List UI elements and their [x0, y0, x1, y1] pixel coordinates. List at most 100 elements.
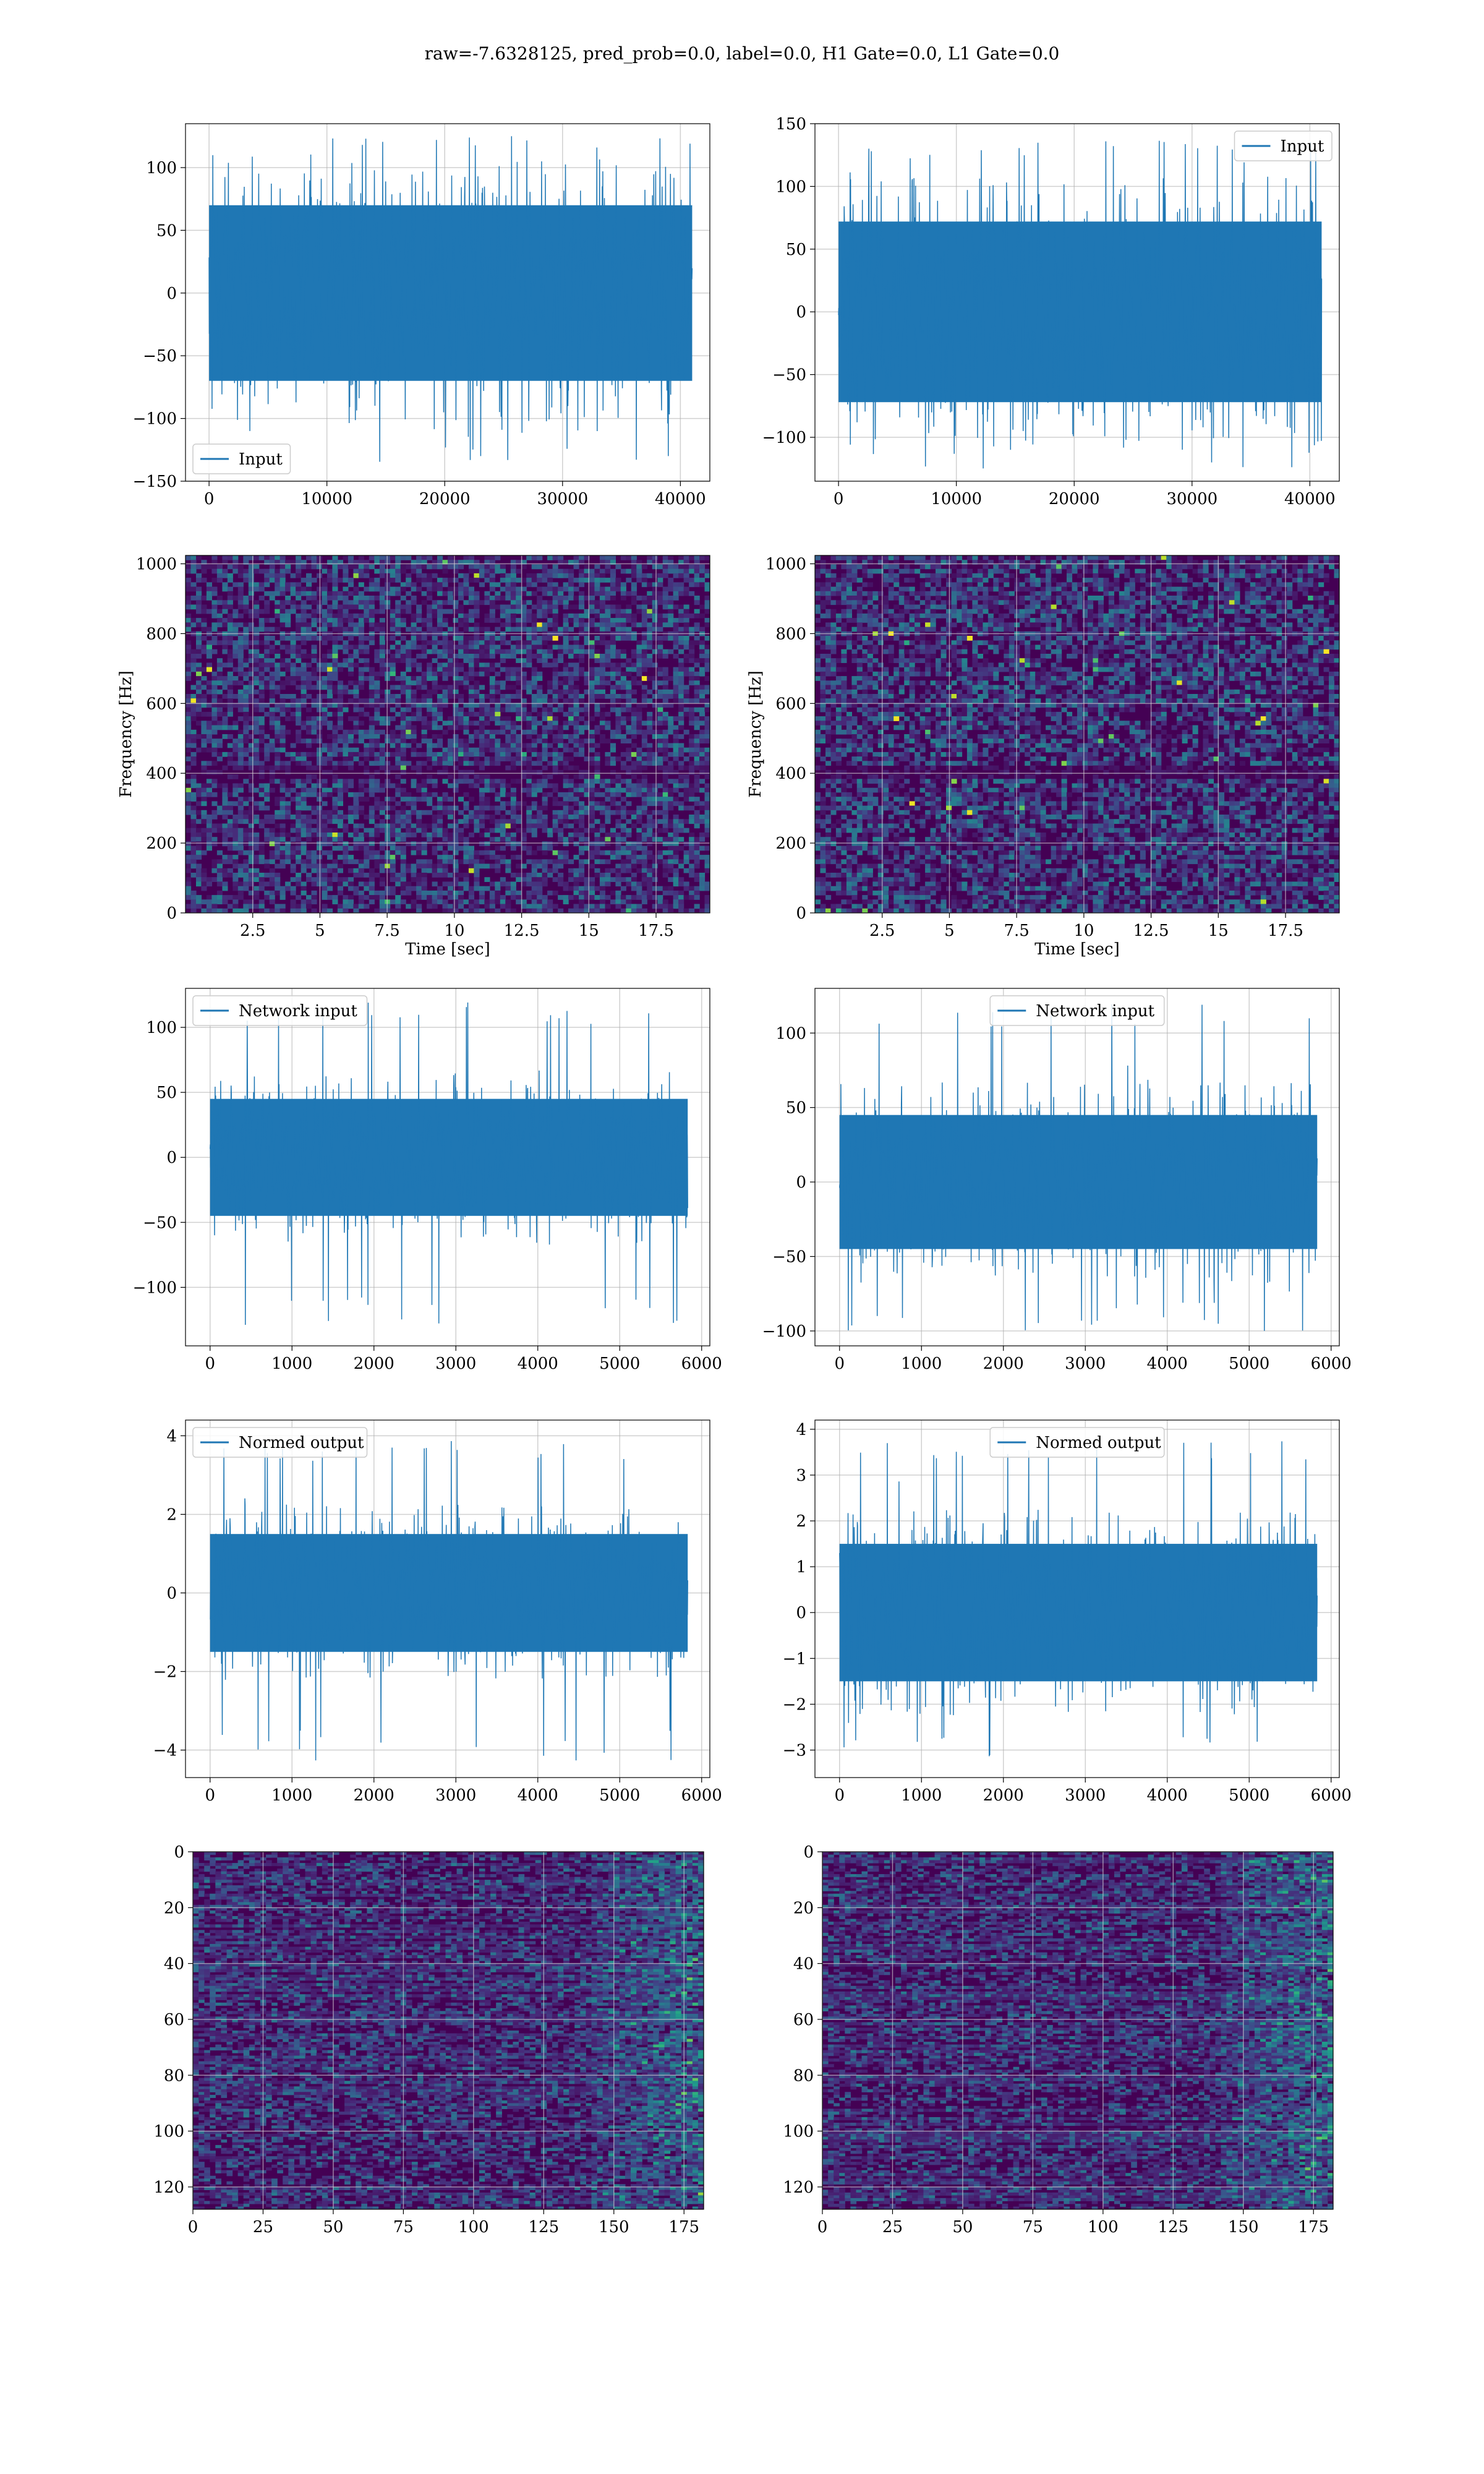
- left-feature-map-ytick-label: 80: [164, 2066, 184, 2085]
- left-network-input-xtick-label: 4000: [518, 1355, 558, 1373]
- left-normed-output-xtick-label: 1000: [271, 1786, 312, 1805]
- right-spectrogram-ylabel: Frequency [Hz]: [746, 670, 765, 798]
- right-network-input-xtick-label: 1000: [901, 1355, 942, 1373]
- right-spectrogram-frame: [814, 555, 1340, 914]
- right-normed-output-series-line: [839, 1441, 1318, 1757]
- left-network-input-legend: Network input: [192, 995, 368, 1026]
- right-normed-output-ytick-label: 3: [796, 1466, 806, 1485]
- left-feature-map-ytick-label: 100: [153, 2123, 184, 2141]
- right-spectrogram-xtick-label: 17.5: [1268, 922, 1303, 940]
- right-normed-output-panel: 0 1000 2000 3000 4000 5000 6000 −3 −2 −1 0 1 2 3 4 Norm…: [783, 1419, 1352, 1805]
- left-network-input-legend-label: Network input: [239, 1002, 357, 1021]
- right-normed-output-legend: Normed output: [989, 1427, 1165, 1458]
- right-spectrogram-cells: [815, 555, 1339, 913]
- right-input-ytick-label: 150: [775, 115, 806, 134]
- right-network-input-frame: [814, 988, 1340, 1346]
- figure-title: raw=-7.6328125, pred_prob=0.0, label=0.0…: [0, 43, 1484, 64]
- right-spectrogram-ytick-label: 200: [775, 834, 806, 853]
- right-feature-map-cells: [822, 1852, 1333, 2209]
- left-network-input-ytick-label: 50: [156, 1084, 177, 1102]
- left-input-ytick-label: −100: [133, 410, 177, 429]
- right-network-input-legend-label: Network input: [1036, 1002, 1154, 1021]
- left-input-series-line: [208, 136, 693, 462]
- left-spectrogram-xlabel: Time [sec]: [405, 940, 490, 959]
- right-input-legend-box: [1234, 131, 1333, 161]
- left-normed-output-xtick-label: 3000: [435, 1786, 476, 1805]
- left-feature-map-xtick-label: 25: [253, 2218, 273, 2236]
- right-normed-output-ytick-label: 0: [796, 1604, 806, 1622]
- left-feature-map-cells: [193, 1852, 704, 2209]
- right-network-input-ytick-label: −50: [772, 1248, 806, 1267]
- left-spectrogram-xtick-label: 15: [579, 922, 599, 940]
- right-spectrogram-xtick-label: 5: [944, 922, 955, 940]
- right-normed-output-ytick-label: 2: [796, 1512, 806, 1531]
- left-spectrogram-xtick-label: 10: [444, 922, 464, 940]
- right-feature-map-ytick-label: 120: [783, 2178, 814, 2197]
- right-input-ytick-label: 50: [786, 241, 806, 259]
- right-network-input-xtick-label: 2000: [983, 1355, 1024, 1373]
- right-normed-output-xtick-label: 6000: [1311, 1786, 1352, 1805]
- right-feature-map-ytick-label: 40: [793, 1955, 814, 1974]
- left-spectrogram-ytick-label: 200: [146, 834, 177, 853]
- left-spectrogram-ytick-label: 1000: [136, 555, 177, 574]
- right-input-xtick-label: 20000: [1049, 490, 1100, 508]
- right-normed-output-ytick-label: −2: [783, 1695, 806, 1714]
- right-input-ytick-label: 100: [775, 178, 806, 196]
- left-feature-map-xtick-label: 50: [323, 2218, 343, 2236]
- left-network-input-xtick-label: 6000: [681, 1355, 722, 1373]
- right-spectrogram-xtick-label: 12.5: [1133, 922, 1169, 940]
- left-feature-map-ytick-label: 120: [153, 2178, 184, 2197]
- left-normed-output-xtick-label: 0: [205, 1786, 215, 1805]
- right-feature-map-xtick-label: 150: [1228, 2218, 1259, 2236]
- right-spectrogram-ytick-label: 400: [775, 764, 806, 783]
- right-normed-output-ytick-label: 4: [796, 1421, 806, 1439]
- right-feature-map-xtick-label: 100: [1088, 2218, 1119, 2236]
- left-input-xtick-label: 0: [204, 490, 215, 508]
- left-network-input-xtick-label: 3000: [435, 1355, 476, 1373]
- right-normed-output-xtick-label: 0: [834, 1786, 845, 1805]
- left-feature-map-ytick-label: 20: [164, 1899, 184, 1917]
- right-spectrogram-xtick-label: 10: [1073, 922, 1094, 940]
- left-feature-map-xtick-label: 175: [668, 2218, 699, 2236]
- left-normed-output-ytick-label: 4: [166, 1427, 177, 1445]
- left-normed-output-xtick-label: 4000: [518, 1786, 558, 1805]
- right-network-input-ytick-label: −100: [762, 1322, 806, 1341]
- right-normed-output-xtick-label: 5000: [1229, 1786, 1269, 1805]
- right-normed-output-legend-box: [989, 1427, 1165, 1458]
- right-spectrogram-ytick-label: 600: [775, 695, 806, 713]
- left-spectrogram-cells: [186, 555, 710, 913]
- right-feature-map-xtick-label: 50: [952, 2218, 973, 2236]
- left-network-input-panel: 0 1000 2000 3000 4000 5000 6000 −100 −50 0 50 100 Ne…: [133, 988, 722, 1373]
- right-input-legend-label: Input: [1281, 137, 1324, 156]
- left-feature-map-panel: 0 25 50 75 100 125 150 175 0 20 40 60 80 100 120: [153, 1843, 704, 2236]
- right-normed-output-xtick-label: 1000: [901, 1786, 942, 1805]
- left-input-xtick-label: 20000: [419, 490, 471, 508]
- left-input-xtick-label: 40000: [655, 490, 706, 508]
- right-feature-map-xtick-label: 175: [1298, 2218, 1329, 2236]
- left-normed-output-xtick-label: 6000: [681, 1786, 722, 1805]
- left-feature-map-xtick-label: 125: [528, 2218, 559, 2236]
- left-network-input-xtick-label: 0: [205, 1355, 215, 1373]
- left-input-frame: [185, 123, 710, 482]
- right-network-input-xtick-label: 0: [834, 1355, 845, 1373]
- right-normed-output-ytick-label: −3: [783, 1742, 806, 1760]
- right-input-panel: 0 10000 20000 30000 40000 −100 −50 0 50 100 150 Inp…: [762, 115, 1340, 508]
- left-feature-map-ytick-label: 60: [164, 2011, 184, 2029]
- left-feature-map-ytick-label: 0: [174, 1843, 184, 1862]
- left-input-legend: Input: [192, 443, 291, 474]
- left-spectrogram-xtick-label: 17.5: [638, 922, 674, 940]
- right-network-input-xtick-label: 4000: [1147, 1355, 1188, 1373]
- right-spectrogram-xtick-label: 15: [1208, 922, 1229, 940]
- left-network-input-series-line: [210, 1002, 688, 1325]
- left-input-ytick-label: −50: [143, 347, 177, 366]
- right-network-input-series-line: [839, 1004, 1318, 1331]
- left-spectrogram-ytick-label: 0: [166, 904, 177, 923]
- left-normed-output-series-line: [210, 1440, 688, 1761]
- left-spectrogram-ytick-label: 800: [146, 625, 177, 643]
- left-network-input-ytick-label: 0: [166, 1149, 177, 1167]
- right-spectrogram-ytick-label: 800: [775, 625, 806, 643]
- left-spectrogram-ylabel: Frequency [Hz]: [117, 670, 135, 798]
- right-network-input-panel: 0 1000 2000 3000 4000 5000 6000 −100 −50 0 50 100 Ne…: [762, 988, 1352, 1373]
- right-feature-map-panel: 0 25 50 75 100 125 150 175 0 20 40 60 80 100 120: [783, 1843, 1334, 2236]
